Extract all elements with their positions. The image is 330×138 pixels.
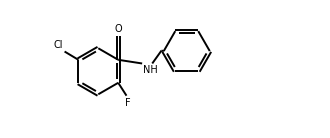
Text: NH: NH bbox=[143, 65, 157, 75]
Text: F: F bbox=[125, 98, 130, 108]
Text: Cl: Cl bbox=[54, 40, 63, 50]
Text: O: O bbox=[115, 24, 122, 34]
